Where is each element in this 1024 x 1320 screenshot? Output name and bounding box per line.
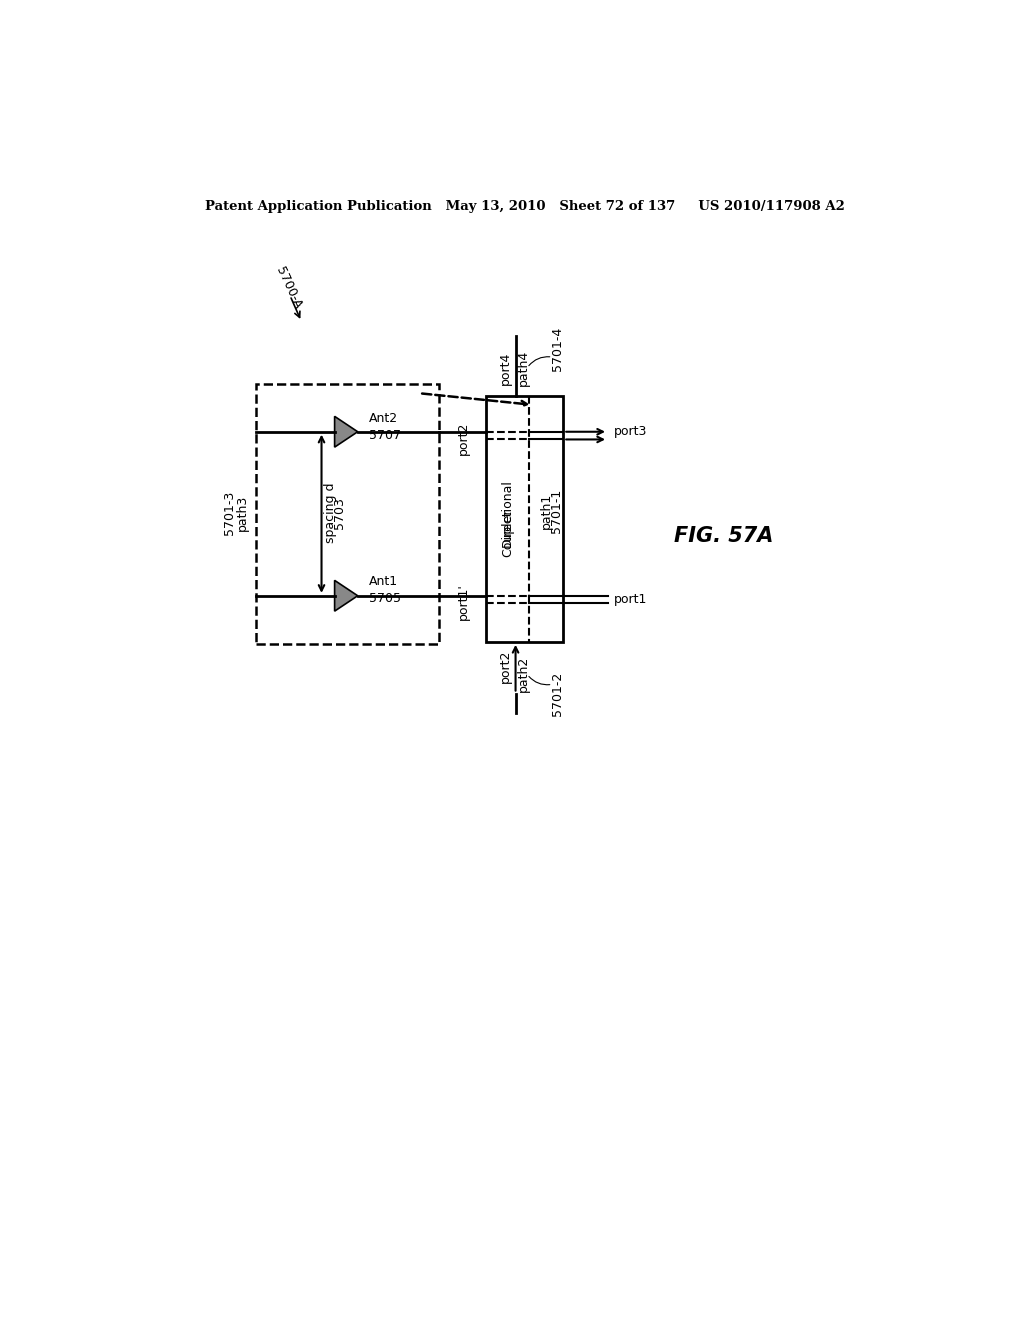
Text: 5700-A: 5700-A — [273, 265, 304, 310]
Text: FIG. 57A: FIG. 57A — [674, 525, 773, 545]
Bar — [486, 396, 563, 642]
Text: path1: path1 — [540, 492, 553, 529]
Text: port1': port1' — [457, 583, 470, 620]
Text: Patent Application Publication   May 13, 2010   Sheet 72 of 137     US 2010/1179: Patent Application Publication May 13, 2… — [205, 199, 845, 213]
Text: 5705: 5705 — [370, 593, 401, 606]
Polygon shape — [335, 581, 357, 611]
Text: 5701-2: 5701-2 — [551, 672, 564, 715]
Text: 5701-4: 5701-4 — [551, 327, 564, 371]
Text: path4: path4 — [517, 350, 529, 385]
Text: spacing d: spacing d — [325, 482, 337, 543]
Text: port3: port3 — [614, 425, 647, 438]
Text: 5701-1: 5701-1 — [550, 488, 563, 533]
Text: Directional: Directional — [501, 479, 514, 546]
Text: path2: path2 — [517, 656, 529, 693]
Text: path3: path3 — [236, 495, 249, 531]
Text: Ant2: Ant2 — [370, 412, 398, 425]
Text: Ant1: Ant1 — [370, 576, 398, 589]
Bar — [256, 384, 438, 644]
Polygon shape — [335, 416, 357, 447]
Text: 5703: 5703 — [334, 496, 346, 528]
Text: 5707: 5707 — [370, 429, 401, 442]
Text: Coupler: Coupler — [501, 508, 514, 557]
Text: port4: port4 — [499, 351, 512, 384]
Text: port1: port1 — [614, 593, 647, 606]
Text: port2: port2 — [499, 649, 512, 684]
Text: 5701-3: 5701-3 — [222, 491, 236, 535]
Text: port2: port2 — [457, 421, 470, 454]
